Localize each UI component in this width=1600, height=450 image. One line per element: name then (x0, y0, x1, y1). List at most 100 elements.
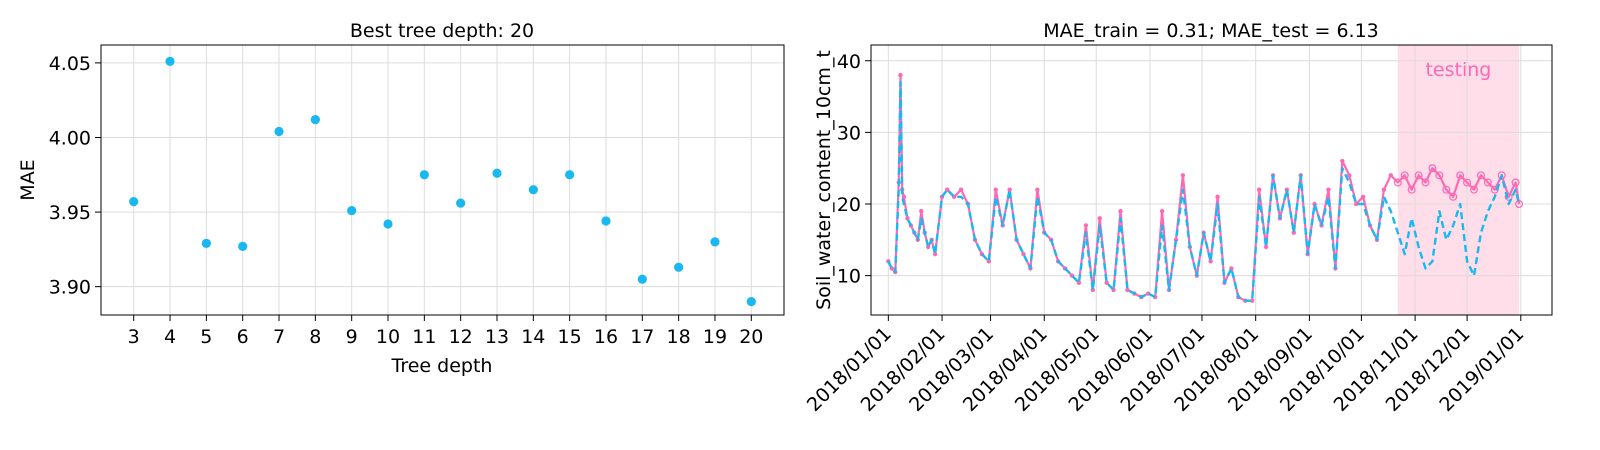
right-y-tick-label: 10 (837, 266, 861, 288)
left-x-tick-label: 4 (164, 326, 176, 348)
left-x-tick-label: 9 (346, 326, 358, 348)
observed-point (1456, 171, 1465, 180)
mae-point (347, 205, 357, 216)
left-chart-title: Best tree depth: 20 (350, 20, 534, 42)
left-y-axis-label: MAE (17, 159, 39, 200)
observed-point (1083, 223, 1089, 228)
observed-point (1476, 171, 1485, 180)
observed-point (1388, 173, 1394, 178)
observed-point (1435, 171, 1444, 180)
left-plot-frame (100, 44, 785, 316)
right-x-ticks: 2018/01/012018/02/012018/03/012018/04/01… (803, 315, 1528, 416)
predicted-line (887, 81, 1521, 302)
observed-point (1483, 178, 1492, 187)
left-x-tick-label: 16 (594, 326, 618, 348)
observed-point (1250, 298, 1255, 303)
left-x-tick-label: 15 (558, 326, 582, 348)
observed-point (1449, 192, 1458, 201)
left-y-tick-label: 3.90 (49, 277, 91, 299)
observed-point (1215, 194, 1220, 200)
mae-point (419, 170, 429, 180)
observed-point (1256, 187, 1262, 192)
left-y-ticks: 3.90 3.95 4.00 4.05 (49, 53, 101, 299)
right-y-tick-label: 30 (837, 122, 861, 144)
observed-point (1118, 208, 1123, 214)
mae-point (601, 216, 611, 226)
left-x-tick-label: 20 (739, 326, 763, 348)
observed-point (1504, 192, 1513, 201)
observed-point (1347, 173, 1352, 178)
observed-point (1035, 187, 1040, 192)
observed-point (945, 187, 950, 192)
observed-point (1428, 164, 1437, 173)
left-y-tick-label: 4.00 (49, 127, 91, 149)
predicted-series (887, 81, 1521, 302)
observed-point (1442, 185, 1451, 194)
soil-water-timeseries-chart: MAE_train = 0.31; MAE_test = 6.13 testin… (803, 20, 1553, 416)
left-points (129, 56, 756, 307)
mae-point (274, 126, 284, 137)
observed-point (932, 251, 938, 257)
right-y-ticks: 10 20 30 40 (837, 51, 871, 288)
observed-point (1076, 280, 1082, 285)
left-x-tick-label: 3 (128, 326, 140, 348)
mae-point (492, 168, 502, 178)
observed-point (1125, 287, 1130, 293)
observed-point (1007, 187, 1012, 192)
observed-point (1470, 185, 1479, 194)
observed-point (1421, 178, 1430, 187)
mae-vs-depth-chart: Best tree depth: 20 3 4 5 6 7 8 9 10 11 12 13 14 15 1… (17, 20, 785, 377)
observed-point (1407, 185, 1416, 194)
left-x-tick-label: 11 (412, 326, 436, 348)
right-y-tick-label: 20 (837, 194, 861, 216)
right-grid (871, 45, 1552, 315)
left-x-ticks: 3 4 5 6 7 8 9 10 11 12 13 14 15 16 17 18 19 20 (128, 315, 763, 348)
observed-point (1340, 158, 1345, 164)
observed-point (919, 208, 924, 214)
observed-point (1104, 280, 1109, 285)
mae-point (201, 238, 211, 248)
left-x-tick-label: 17 (630, 326, 654, 348)
left-y-tick-label: 4.05 (49, 53, 91, 75)
observed-point (1414, 171, 1423, 180)
right-y-axis-label: Soil_water_content_10cm_t (813, 50, 835, 310)
observed-point (1400, 171, 1409, 180)
mae-point (528, 185, 538, 195)
left-x-tick-label: 6 (237, 326, 249, 348)
left-x-tick-label: 12 (449, 326, 473, 348)
left-x-tick-label: 13 (485, 326, 509, 348)
observed-point (1263, 244, 1269, 250)
mae-point (310, 114, 320, 125)
observed-point (1360, 194, 1366, 200)
mae-point (746, 296, 756, 307)
observed-point (1511, 178, 1520, 187)
left-grid (101, 45, 784, 315)
observed-point (1021, 251, 1026, 257)
left-y-tick-label: 3.95 (49, 202, 91, 224)
testing-annotation: testing (1425, 59, 1491, 81)
left-x-axis-label: Tree depth (391, 355, 493, 377)
observed-point (1159, 208, 1165, 214)
mae-point (383, 219, 393, 229)
mae-point (565, 170, 575, 180)
observed-point (1353, 201, 1359, 207)
left-x-tick-label: 18 (667, 326, 691, 348)
observed-point (993, 187, 998, 192)
observed-point (1097, 216, 1102, 221)
left-x-tick-label: 5 (200, 326, 212, 348)
left-x-tick-label: 10 (376, 326, 400, 348)
mae-point (710, 237, 720, 247)
mae-point (637, 274, 647, 284)
left-x-tick-label: 14 (521, 326, 545, 348)
left-x-tick-label: 7 (273, 326, 285, 348)
observed-point (1326, 187, 1331, 192)
observed-point (1381, 187, 1387, 192)
right-chart-title: MAE_train = 0.31; MAE_test = 6.13 (1043, 20, 1379, 42)
observed-point (1208, 259, 1213, 264)
mae-point (129, 197, 139, 207)
mae-point (165, 56, 175, 67)
mae-point (674, 262, 684, 272)
right-plot-frame (870, 44, 1553, 316)
mae-point (456, 198, 466, 208)
